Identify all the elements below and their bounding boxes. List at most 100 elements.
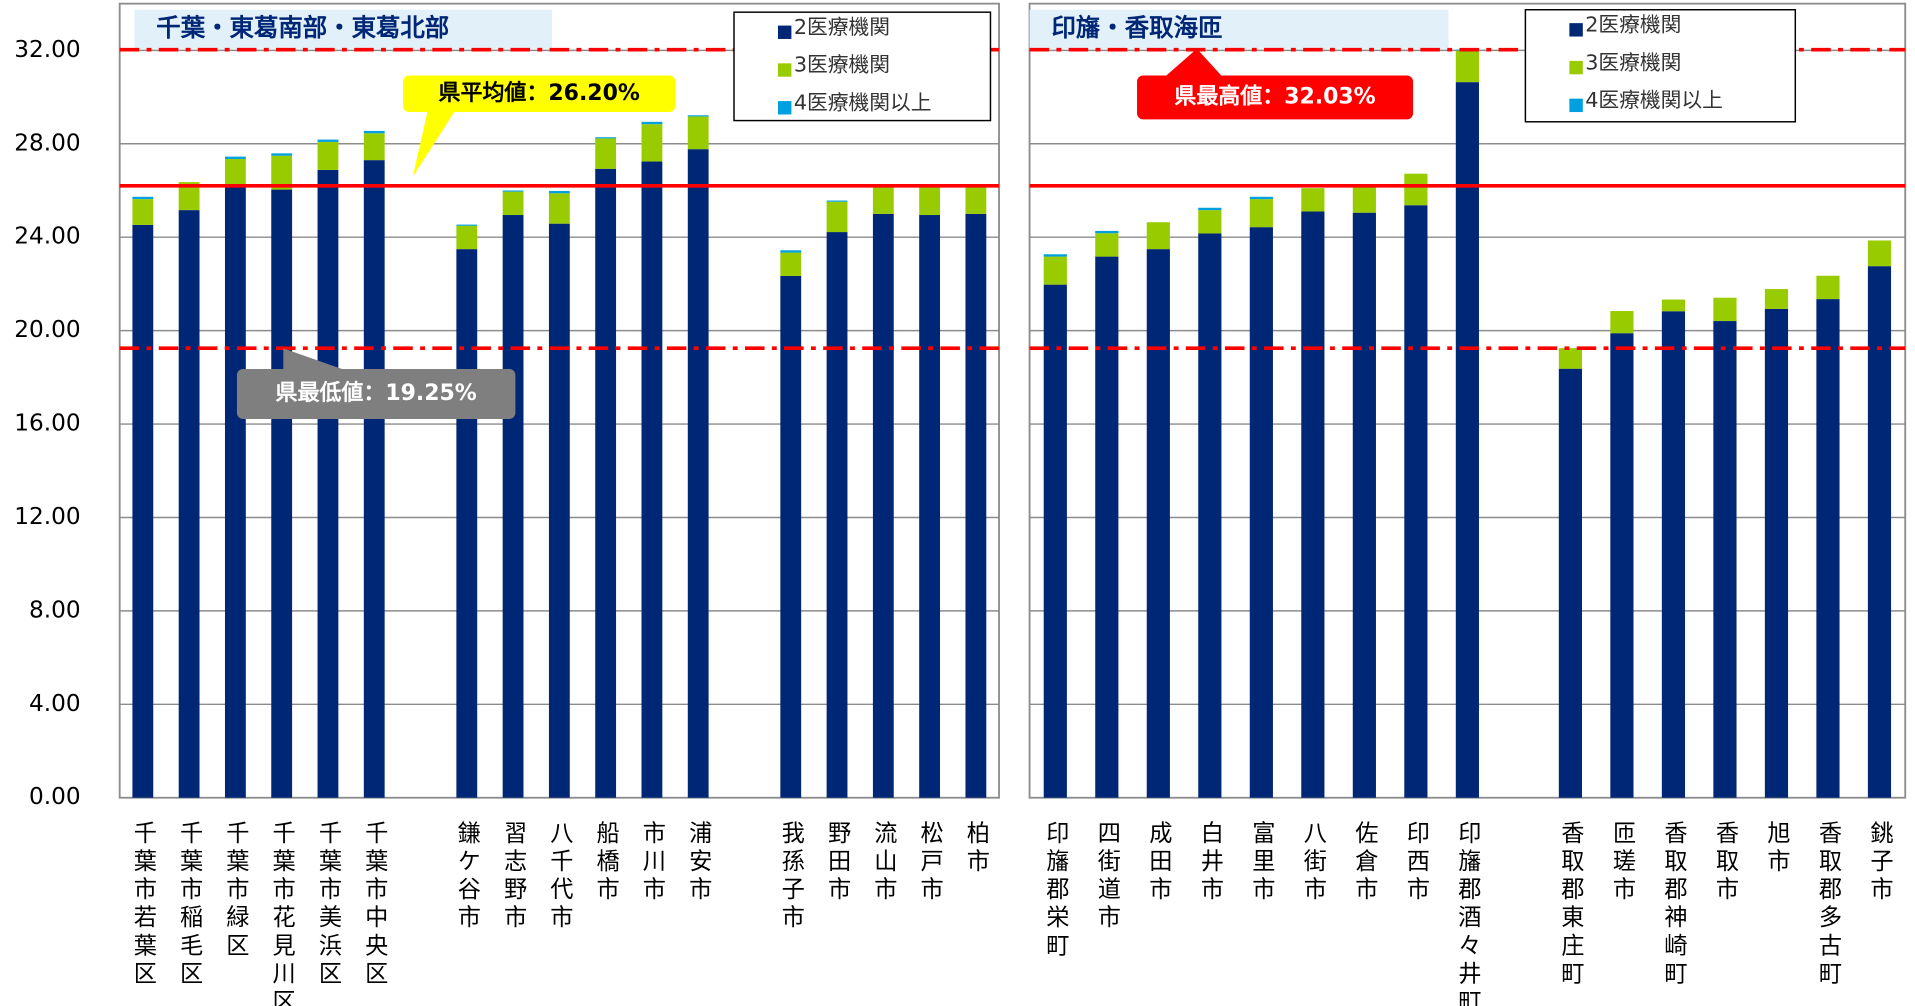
y-tick-label: 20.00 [14, 316, 80, 343]
bar-segment [132, 199, 154, 225]
bar-segment [456, 249, 478, 798]
bar-segment [1146, 249, 1170, 798]
bar-segment [456, 225, 478, 250]
x-tick-label: 銚子市 [1866, 821, 1894, 905]
bar-segment [271, 155, 293, 190]
x-tick-label: 習志野市 [500, 821, 528, 933]
bar-segment [1249, 199, 1273, 228]
legend-label: 2医療機関 [1585, 13, 1681, 37]
callout-box [236, 369, 516, 419]
legend-label: 4医療機関以上 [794, 91, 932, 115]
x-tick-label: 佐倉市 [1351, 821, 1379, 905]
bar-segment [1816, 299, 1840, 798]
panel-title: 千葉・東葛南部・東葛北部 [156, 13, 449, 42]
bar-segment [687, 149, 709, 798]
x-tick-label: 市川市 [638, 821, 666, 905]
bar-segment [1610, 333, 1634, 798]
bar-segment [872, 185, 894, 214]
bar-segment [178, 210, 200, 798]
legend-label: 3医療機関 [1585, 50, 1681, 74]
bar-segment [456, 224, 478, 226]
bar-segment [1404, 205, 1428, 798]
bar-segment [1095, 233, 1119, 257]
y-tick-label: 0.00 [29, 783, 81, 810]
bar-segment [1661, 299, 1686, 312]
chart-root: 0.00 4.00 8.00 12.00 16.00 20.00 24.00 28.00 32.… [14, 2, 1907, 1006]
bar-segment [965, 213, 987, 798]
bar-segment [1352, 212, 1376, 798]
bar-segment [1043, 256, 1067, 285]
bar-segment [502, 215, 524, 798]
legend-box [733, 11, 992, 122]
bar-segment [1095, 230, 1119, 234]
bar-segment [919, 185, 941, 216]
x-tick-label: 千葉市稲毛区 [176, 821, 204, 989]
bar-segment [317, 139, 339, 142]
x-tick-label: 香取郡東庄町 [1557, 821, 1585, 989]
x-tick-label: 我孫子市 [777, 821, 805, 933]
legend-swatch [1569, 23, 1583, 37]
bar-segment [1301, 211, 1325, 798]
x-tick-label: 四街道市 [1093, 821, 1121, 933]
bar-segment [1558, 368, 1583, 798]
bar-segment [502, 190, 524, 192]
bar-segment [687, 115, 709, 117]
bar-segment [595, 168, 617, 798]
callout-label: 県最低値：19.25% [275, 381, 476, 406]
bar-segment [1764, 308, 1789, 798]
x-tick-label: 旭市 [1763, 821, 1791, 877]
x-tick-label: 千葉市花見川区 [268, 821, 296, 1006]
bar-segment [178, 182, 200, 211]
bar-segment [641, 124, 663, 162]
x-tick-label: 印旛郡栄町 [1042, 821, 1070, 961]
y-tick-label: 28.00 [14, 129, 80, 156]
bar-segment [317, 169, 339, 798]
bar-segment [548, 190, 570, 194]
x-tick-label: 流山市 [870, 821, 898, 905]
callout-label: 県最高値：32.03% [1174, 83, 1375, 109]
bar-segment [826, 201, 848, 233]
x-tick-label: 千葉市中央区 [361, 821, 389, 989]
bar-segment [641, 121, 663, 125]
x-tick-label: 香取郡多古町 [1814, 821, 1842, 989]
legend-swatch [1569, 98, 1583, 113]
bar-segment [271, 153, 293, 156]
bar-segment [641, 161, 663, 798]
bar-segment [1198, 210, 1222, 234]
bar-segment [363, 130, 385, 134]
bar-segment [1455, 82, 1479, 798]
bar-segment [1713, 321, 1737, 798]
bar-segment [1558, 348, 1583, 369]
bar-segment [1249, 227, 1273, 798]
bar-segment [502, 191, 524, 216]
bar-segment [548, 193, 570, 224]
panel-title-bg [134, 9, 553, 49]
callout-pointer [1166, 48, 1222, 76]
bar-segment [224, 158, 246, 187]
legend-swatch [777, 25, 792, 39]
callout-box [1137, 75, 1414, 120]
legend-label: 2医療機関 [794, 15, 890, 39]
bar-segment [132, 224, 154, 798]
bar-segment [1816, 275, 1840, 300]
x-tick-label: 八千代市 [546, 821, 574, 933]
legend-label: 3医療機関 [794, 53, 890, 77]
callout-label: 県平均値：26.20% [439, 80, 640, 106]
x-tick-label: 印西市 [1402, 821, 1429, 905]
bar-segment [1661, 311, 1686, 798]
x-tick-label: 柏市 [962, 821, 990, 877]
bar-segment [1867, 266, 1892, 798]
bar-segment [317, 141, 339, 170]
x-tick-label: 匝瑳市 [1608, 821, 1636, 905]
bar-segment [595, 137, 617, 139]
bar-segment [1043, 254, 1067, 257]
bar-segment [1146, 222, 1170, 250]
bar-segment [363, 133, 385, 161]
x-tick-label: 富里市 [1248, 821, 1275, 905]
x-tick-label: 千葉市若葉区 [129, 821, 157, 989]
bar-segment [1198, 233, 1222, 798]
x-tick-label: 千葉市美浜区 [314, 821, 342, 989]
legend-swatch [777, 101, 792, 115]
callout-pointer [283, 348, 342, 370]
